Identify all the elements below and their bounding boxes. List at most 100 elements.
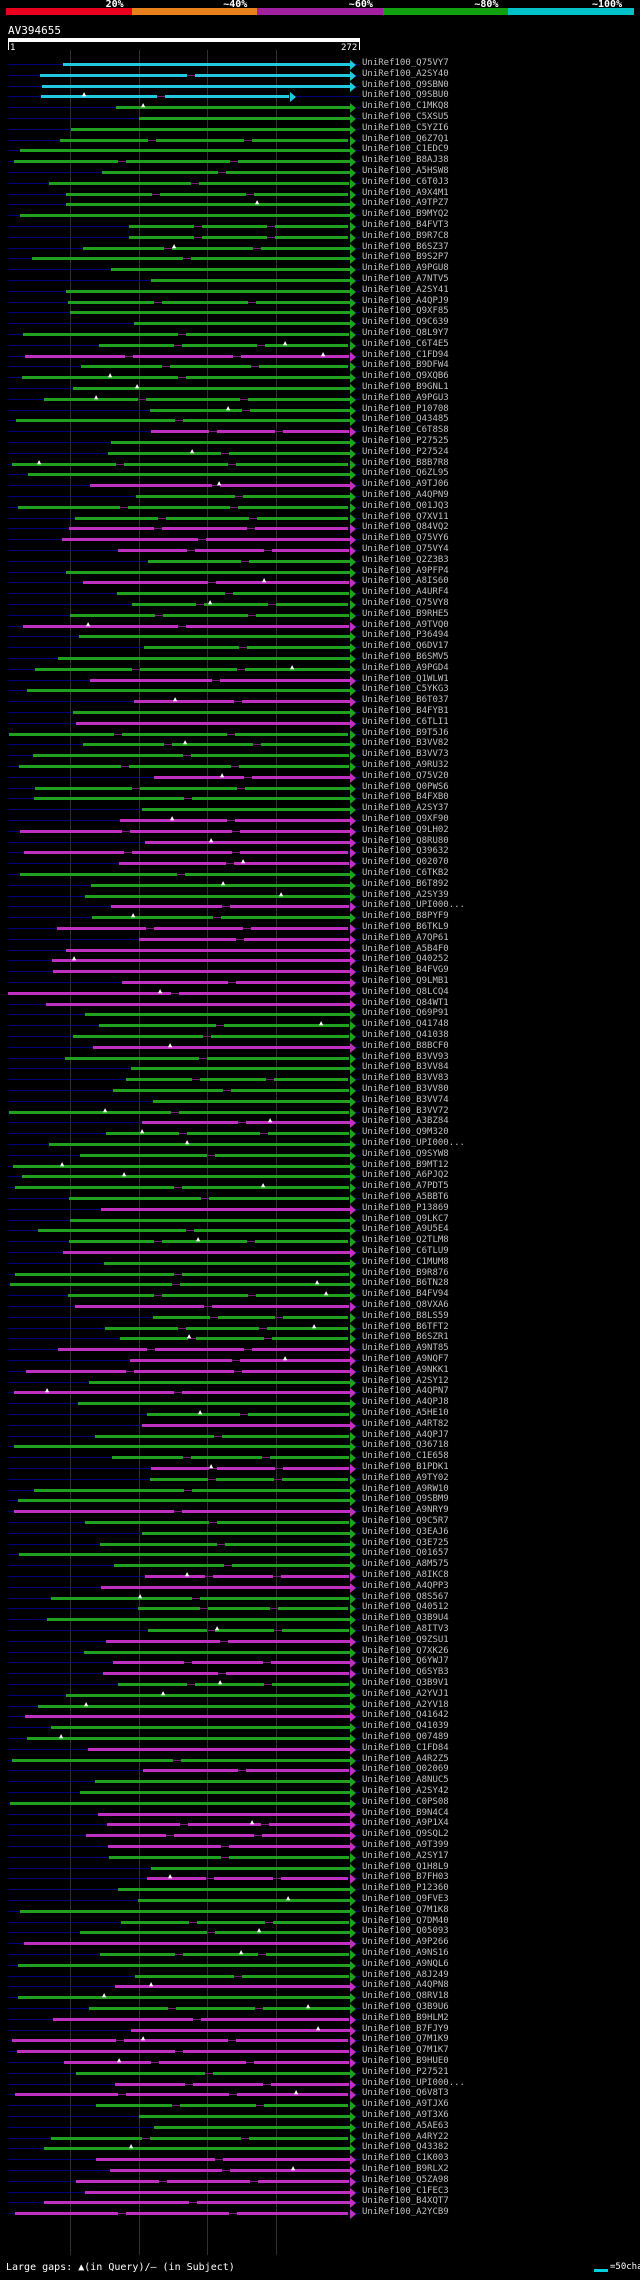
hit-name-link[interactable]: UniRef100_C1FEC3 [362,2185,449,2196]
hit-name-link[interactable]: UniRef100_A9P266 [362,1937,449,1948]
hit-row[interactable]: UniRef100_Q01JQ3 [0,500,640,514]
hit-row[interactable]: UniRef100_C6T8S8 [0,424,640,438]
hit-row[interactable]: UniRef100_B3VV84 [0,1061,640,1075]
hit-row[interactable]: UniRef100_A4QPN9 [0,489,640,503]
hit-row[interactable]: UniRef100_B9R876 [0,1267,640,1281]
hit-row[interactable]: UniRef100_Q7DM40 [0,1915,640,1929]
hit-row[interactable]: UniRef100_A9NT85 [0,1342,640,1356]
hit-name-link[interactable]: UniRef100_A6PJQ2 [362,1170,449,1181]
hit-row[interactable]: UniRef100_B9R7C8 [0,230,640,244]
hit-row[interactable]: ▲ UniRef100_Q8RU80 [0,835,640,849]
hit-name-link[interactable]: UniRef100_B4FV94 [362,1289,449,1300]
hit-row[interactable]: ▲ UniRef100_A5HE10 [0,1407,640,1421]
hit-row[interactable]: ▲ UniRef100_Q8RV18 [0,1990,640,2004]
hit-name-link[interactable]: UniRef100_B9MT12 [362,1159,449,1170]
hit-name-link[interactable]: UniRef100_B9RHE5 [362,608,449,619]
hit-name-link[interactable]: UniRef100_Q9SQL2 [362,1829,449,1840]
hit-name-link[interactable]: UniRef100_B6T037 [362,695,449,706]
hit-row[interactable]: UniRef100_C5YZI6 [0,122,640,136]
hit-name-link[interactable]: UniRef100_Q9LH02 [362,824,449,835]
hit-name-link[interactable]: UniRef100_B9T5J6 [362,727,449,738]
hit-name-link[interactable]: UniRef100_B6TKL9 [362,922,449,932]
hit-row[interactable]: ▲ UniRef100_A2YVJ1 [0,1688,640,1702]
hit-name-link[interactable]: UniRef100_UPI000... [362,1138,465,1148]
hit-row[interactable]: UniRef100_B9HLM2 [0,2012,640,2026]
hit-name-link[interactable]: UniRef100_C1K003 [362,2153,449,2164]
hit-row[interactable]: UniRef100_Q9LMB1 [0,975,640,989]
hit-row[interactable]: UniRef100_A5AE63 [0,2120,640,2134]
hit-row[interactable]: ▲ UniRef100_B9MT12 [0,1159,640,1173]
hit-name-link[interactable]: UniRef100_Q9LKC7 [362,1213,449,1224]
hit-name-link[interactable]: UniRef100_P12360 [362,1883,449,1894]
hit-row[interactable]: ▲ UniRef100_Q8S567 [0,1591,640,1605]
hit-name-link[interactable]: UniRef100_A2SY42 [362,1786,449,1796]
hit-row[interactable]: UniRef100_Q41642 [0,1709,640,1723]
hit-row[interactable]: UniRef100_Q39632 [0,845,640,859]
hit-row[interactable]: ▲ UniRef100_A9TPZ7 [0,197,640,211]
hit-row[interactable]: ▲ UniRef100_Q9XF90 [0,813,640,827]
hit-name-link[interactable]: UniRef100_P27524 [362,446,449,457]
hit-name-link[interactable]: UniRef100_C1FD84 [362,1742,449,1753]
hit-row[interactable]: UniRef100_A9T3X6 [0,2109,640,2123]
hit-row[interactable]: UniRef100_A7NTV5 [0,273,640,287]
hit-name-link[interactable]: UniRef100_B6SZR1 [362,1332,449,1343]
hit-row[interactable]: ▲ UniRef100_B8BCF0 [0,1040,640,1054]
hit-name-link[interactable]: UniRef100_C6TLI1 [362,716,449,727]
hit-name-link[interactable]: UniRef100_A5HSW8 [362,166,449,176]
hit-name-link[interactable]: UniRef100_Q07489 [362,1732,449,1742]
hit-row[interactable]: UniRef100_Q43485 [0,413,640,427]
hit-row[interactable]: UniRef100_Q7XK26 [0,1645,640,1659]
hit-name-link[interactable]: UniRef100_B6SMV5 [362,652,449,662]
hit-row[interactable]: UniRef100_Q41039 [0,1720,640,1734]
hit-row[interactable]: UniRef100_A5HSW8 [0,165,640,179]
hit-name-link[interactable]: UniRef100_B3VV82 [362,738,449,749]
hit-name-link[interactable]: UniRef100_P36494 [362,630,449,641]
hit-name-link[interactable]: UniRef100_Q8VXA6 [362,1300,449,1310]
hit-row[interactable]: UniRef100_Q9XF85 [0,305,640,319]
hit-name-link[interactable]: UniRef100_Q43382 [362,2142,449,2153]
hit-row[interactable]: UniRef100_C1FEC3 [0,2185,640,2199]
hit-name-link[interactable]: UniRef100_Q75VY7 [362,58,449,68]
hit-name-link[interactable]: UniRef100_Q3EAJ6 [362,1526,449,1537]
hit-name-link[interactable]: UniRef100_A7PDT5 [362,1181,449,1192]
hit-name-link[interactable]: UniRef100_B8AJ38 [362,155,449,166]
hit-name-link[interactable]: UniRef100_Q41748 [362,1019,449,1030]
hit-row[interactable]: UniRef100_B3VV73 [0,748,640,762]
hit-name-link[interactable]: UniRef100_Q75V20 [362,770,449,781]
hit-row[interactable]: UniRef100_C6T0J3 [0,176,640,190]
hit-name-link[interactable]: UniRef100_C6T4E5 [362,338,449,349]
hit-name-link[interactable]: UniRef100_Q01657 [362,1548,449,1559]
hit-name-link[interactable]: UniRef100_A9RU32 [362,760,449,770]
hit-name-link[interactable]: UniRef100_B9R876 [362,1267,449,1278]
hit-row[interactable]: ▲ UniRef100_A4QPN7 [0,1385,640,1399]
hit-name-link[interactable]: UniRef100_C1EDC9 [362,144,449,155]
hit-name-link[interactable]: UniRef100_Q02069 [362,1764,449,1775]
hit-row[interactable]: UniRef100_Q75VY6 [0,532,640,546]
hit-row[interactable]: UniRef100_Q7XV11 [0,511,640,525]
hit-row[interactable]: ▲ UniRef100_P10708 [0,403,640,417]
hit-row[interactable]: ▲ UniRef100_A4QPN8 [0,1979,640,1993]
hit-name-link[interactable]: UniRef100_C1E658 [362,1451,449,1462]
hit-row[interactable]: UniRef100_Q1H8L9 [0,1861,640,1875]
hit-name-link[interactable]: UniRef100_B8PYF9 [362,911,449,922]
hit-name-link[interactable]: UniRef100_Q41642 [362,1710,449,1721]
hit-name-link[interactable]: UniRef100_Q6YWJ7 [362,1656,449,1667]
hit-row[interactable]: UniRef100_B9MYQ2 [0,208,640,222]
hit-row[interactable]: UniRef100_B9T5J6 [0,727,640,741]
hit-row[interactable]: UniRef100_Q6ZL95 [0,467,640,481]
hit-row[interactable]: UniRef100_Q9C639 [0,316,640,330]
hit-name-link[interactable]: UniRef100_Q9FVE3 [362,1894,449,1904]
hit-row[interactable]: ▲ UniRef100_Q43382 [0,2141,640,2155]
hit-row[interactable]: UniRef100_A9NRY9 [0,1504,640,1518]
hit-row[interactable]: ▲ UniRef100_Q9SBU0 [0,89,640,103]
hit-name-link[interactable]: UniRef100_B3VV80 [362,1084,449,1094]
hit-name-link[interactable]: UniRef100_B4FVT3 [362,220,449,230]
hit-name-link[interactable]: UniRef100_A9RW10 [362,1483,449,1494]
hit-name-link[interactable]: UniRef100_Q7XK26 [362,1645,449,1656]
hit-name-link[interactable]: UniRef100_A4RT82 [362,1418,449,1429]
hit-row[interactable]: UniRef100_Q40512 [0,1601,640,1615]
hit-name-link[interactable]: UniRef100_C1MUM8 [362,1256,449,1267]
hit-row[interactable]: UniRef100_Q01657 [0,1547,640,1561]
hit-row[interactable]: UniRef100_A9NQL6 [0,1958,640,1972]
hit-row[interactable]: ▲ UniRef100_B7FJY9 [0,2023,640,2037]
